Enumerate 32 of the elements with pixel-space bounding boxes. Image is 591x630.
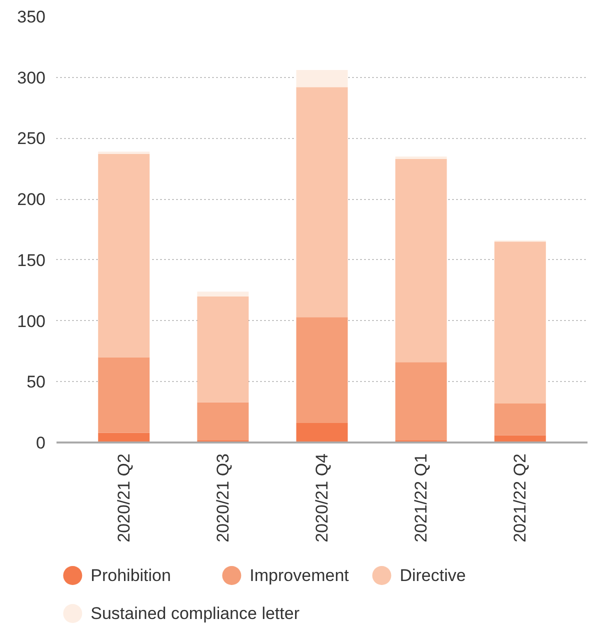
bar — [197, 292, 249, 296]
bar — [197, 402, 249, 440]
legend-label: Prohibition — [90, 566, 171, 585]
y-tick-label: 200 — [17, 190, 46, 210]
legend-label: Directive — [400, 566, 466, 585]
bar — [296, 87, 348, 318]
y-tick-label: 150 — [17, 250, 46, 270]
x-tick-label: 2020/21 Q3 — [213, 453, 232, 542]
bar — [296, 317, 348, 424]
legend-label: Improvement — [250, 566, 350, 585]
y-tick-label: 100 — [17, 312, 46, 331]
bar — [197, 296, 249, 402]
bar — [98, 154, 150, 358]
y-tick-label: 0 — [36, 434, 46, 452]
y-tick-label: 300 — [17, 68, 46, 88]
y-tick-label: 350 — [17, 8, 46, 26]
y-tick-label: 50 — [26, 372, 46, 392]
x-tick-label: 2021/22 Q2 — [510, 453, 530, 542]
x-tick-label: 2021/22 Q1 — [412, 453, 431, 542]
bar — [395, 158, 447, 362]
x-tick-label: 2020/21 Q2 — [114, 453, 134, 542]
bar — [296, 70, 348, 88]
legend-label: Sustained compliance letter — [90, 604, 300, 623]
bar — [494, 242, 546, 404]
bar — [98, 357, 150, 433]
bar — [395, 362, 447, 440]
x-tick-label: 2020/21 Q4 — [312, 453, 332, 542]
bar — [98, 152, 150, 154]
bar — [395, 156, 447, 159]
bar — [296, 423, 348, 442]
bar — [494, 404, 546, 436]
y-tick-label: 250 — [17, 129, 46, 148]
